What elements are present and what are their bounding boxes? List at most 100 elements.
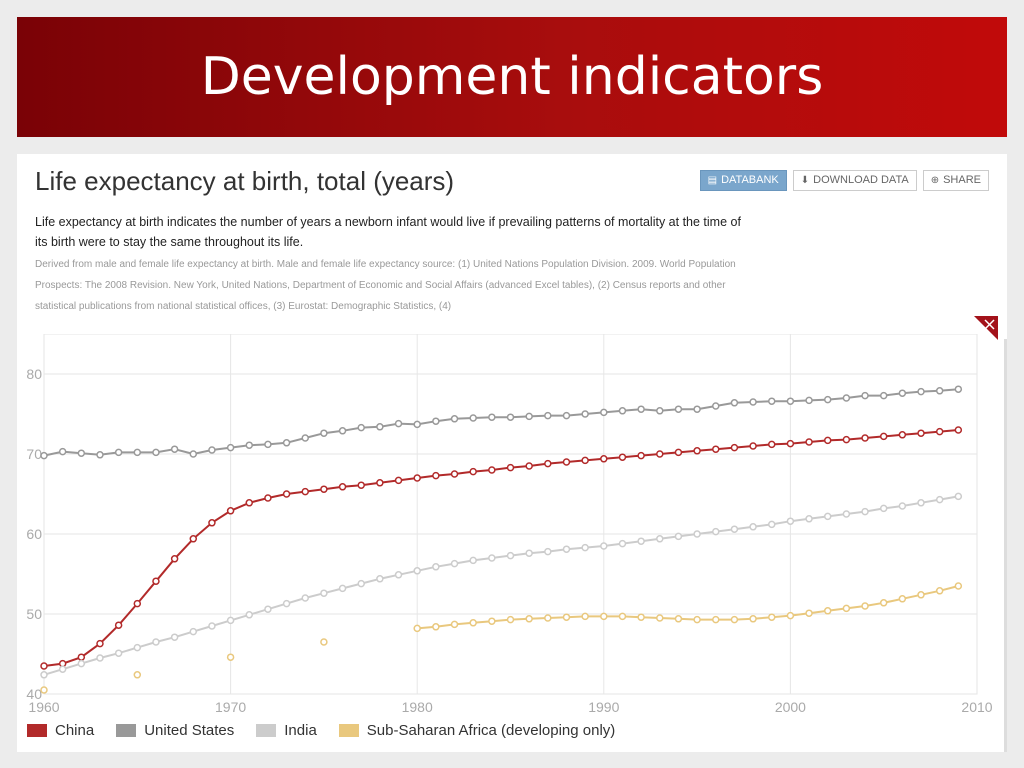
data-point [842,394,851,402]
data-point [413,567,421,575]
slide-title: Development indicators [200,47,824,107]
legend-label: China [55,722,95,739]
data-point [674,615,683,623]
data-point [674,448,683,457]
data-point [581,410,589,418]
data-point [730,399,739,407]
data-point [600,408,608,417]
data-point [581,456,589,465]
data-point [618,539,627,548]
data-point [320,485,328,493]
data-point [637,613,645,621]
data-point [805,609,813,617]
data-point [562,411,571,420]
data-point [861,391,869,400]
data-point [581,612,589,621]
chart-icon: ▤ [707,175,718,186]
data-point [730,525,739,533]
data-point [40,662,48,670]
data-point [767,440,776,449]
data-point [898,502,907,510]
data-point [935,587,944,595]
indicator-description: Life expectancy at birth indicates the n… [35,215,741,249]
legend-swatch [27,724,47,737]
data-point [656,450,664,458]
data-point [730,615,739,624]
data-point [58,665,67,673]
data-point [357,579,365,588]
data-point [338,584,347,593]
data-point [320,429,328,437]
data-point [226,616,235,625]
data-point [488,617,496,625]
data-point [338,427,347,435]
legend-item[interactable]: China [27,722,94,739]
data-point [823,607,832,615]
data-point [786,517,795,525]
share-button[interactable]: ⊕ SHARE [922,170,989,191]
download-data-button[interactable]: ⬇ DOWNLOAD DATA [792,170,917,191]
data-point [152,577,160,585]
data-point [450,620,459,629]
x-tick-label: 1990 [588,699,619,714]
data-point [96,639,104,648]
data-point [189,627,198,636]
data-point [152,638,160,646]
data-point [376,575,384,583]
indicator-source: Derived from male and female life expect… [35,259,736,312]
data-point [600,542,608,550]
data-point [730,443,739,452]
data-point [264,494,272,502]
data-point [525,549,533,557]
data-point [954,582,963,590]
data-point [245,441,254,449]
legend-item[interactable]: Sub-Saharan Africa (developing only) [338,722,616,739]
x-tick-label: 2010 [961,699,992,714]
plot-area [43,334,978,695]
databank-button[interactable]: ▤ DATABANK [699,170,787,191]
ribbon-corner-icon[interactable] [974,316,998,340]
data-point [693,447,701,455]
data-point [208,622,216,630]
data-point [879,432,888,441]
data-point [338,483,347,491]
data-point [544,459,552,468]
x-tick-label: 1960 [28,699,59,714]
data-point [320,638,328,646]
data-point [749,398,757,406]
data-point [712,402,720,410]
y-tick-label: 40 [26,686,42,702]
data-point [544,547,552,556]
data-point [245,499,254,507]
legend-item[interactable]: United States [116,722,234,739]
x-tick-label: 1970 [215,699,246,714]
data-point [525,462,533,470]
data-point [600,455,608,463]
data-point [376,479,384,487]
legend-swatch [116,724,137,737]
legend-label: United States [144,722,235,739]
data-point [170,633,179,641]
data-point [506,551,515,560]
legend-item[interactable]: India [256,722,317,739]
data-point [170,445,179,453]
data-point [917,387,925,396]
data-point [58,447,67,456]
data-point [96,451,104,459]
data-point [879,504,888,513]
data-point [506,463,515,472]
data-point [749,442,757,450]
data-point [469,467,477,476]
databank-label: DATABANK [721,174,779,186]
data-point [282,599,291,608]
data-point [656,535,664,543]
action-buttons: ▤ DATABANK ⬇ DOWNLOAD DATA ⊕ SHARE [699,170,989,191]
y-tick-label: 60 [26,526,42,542]
data-point [954,492,963,501]
data-point [282,439,291,447]
legend-label: Sub-Saharan Africa (developing only) [366,722,616,739]
data-point [133,671,142,679]
data-point [693,405,701,413]
data-point [954,385,963,393]
data-point [152,448,160,457]
